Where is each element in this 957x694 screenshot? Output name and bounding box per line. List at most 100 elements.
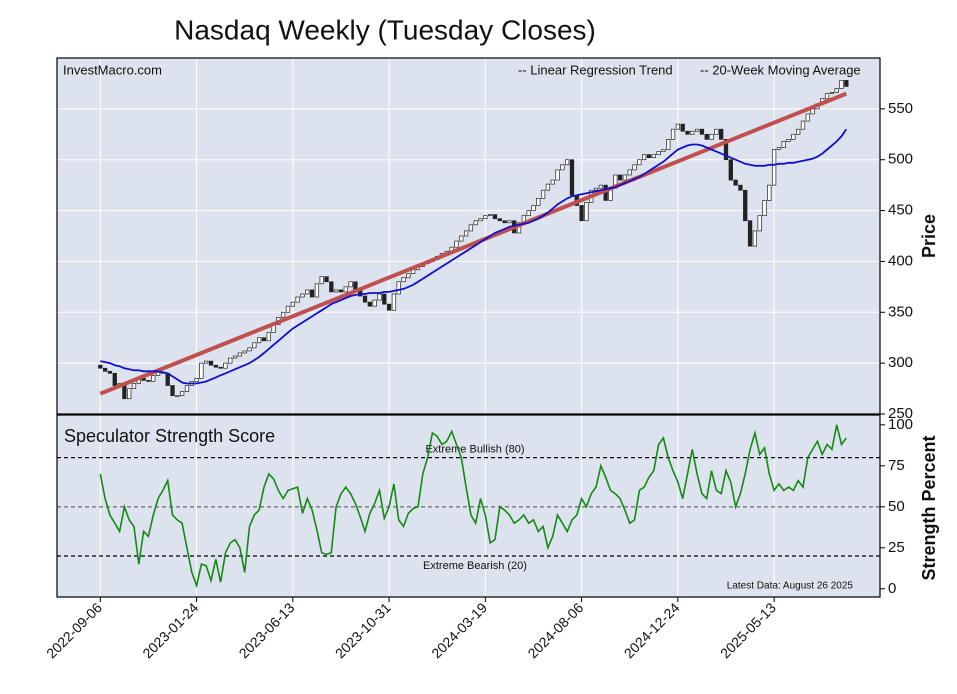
candle [824, 93, 830, 100]
candle [728, 159, 733, 181]
candle [579, 205, 584, 222]
candle [266, 332, 271, 342]
candle [179, 391, 185, 397]
x-tick-label: 2023-06-13 [236, 599, 298, 661]
candle [540, 189, 546, 199]
candle [242, 350, 247, 354]
reference-label: Extreme Bearish (20) [423, 560, 527, 572]
candle [170, 385, 175, 397]
candle [651, 154, 656, 159]
candle [646, 154, 652, 159]
candle [839, 80, 844, 89]
candle [232, 355, 238, 359]
candle [791, 133, 796, 140]
candle [666, 139, 671, 150]
candle [333, 289, 339, 293]
candle [786, 139, 791, 142]
candle [685, 130, 690, 135]
candle [199, 362, 204, 379]
x-tick-label: 2024-03-19 [428, 599, 490, 661]
y-tick-label: 450 [888, 202, 913, 219]
candle [468, 224, 474, 232]
candle [584, 202, 589, 222]
candle [675, 123, 681, 130]
candle [396, 281, 401, 295]
candle [127, 388, 132, 400]
candle [757, 215, 762, 232]
candle [184, 385, 190, 392]
candle [98, 364, 103, 369]
candle [569, 159, 575, 196]
candle [747, 220, 753, 247]
candle [112, 372, 117, 386]
candle [391, 293, 397, 311]
candle [377, 293, 382, 301]
candle [175, 395, 180, 398]
candle [290, 301, 295, 307]
y-tick-label: 75 [888, 457, 905, 474]
candle [834, 88, 839, 93]
candle [526, 210, 531, 217]
candle [324, 276, 329, 283]
candle [545, 183, 551, 191]
y-tick-label: 550 [888, 100, 913, 117]
candle [309, 289, 315, 298]
candle [285, 305, 291, 313]
line-series [99, 91, 848, 396]
candle [319, 276, 324, 285]
candle [386, 303, 392, 311]
y-tick-label: 25 [888, 539, 905, 556]
candle [382, 293, 387, 305]
source-label: InvestMacro.com [63, 62, 162, 77]
candle [102, 367, 108, 372]
candle [305, 289, 310, 295]
y-tick-label: 100 [888, 416, 913, 433]
candle [131, 383, 137, 389]
candle [247, 347, 252, 352]
candle [107, 370, 113, 374]
plot-frame [56, 414, 881, 598]
candle [228, 357, 233, 364]
candle [699, 128, 705, 135]
candle [218, 366, 223, 369]
legend-entry: -- 20-Week Moving Average [700, 62, 861, 77]
candle [752, 230, 758, 247]
x-tick-label: 2023-01-24 [139, 599, 201, 661]
candle [223, 362, 228, 369]
candle [800, 120, 806, 130]
candle [680, 123, 685, 132]
candle [617, 174, 623, 181]
candle [372, 299, 377, 307]
candle [550, 179, 555, 185]
candle [406, 273, 411, 279]
candle [593, 187, 599, 191]
candle [719, 128, 724, 140]
candle [151, 374, 156, 382]
candle [598, 184, 604, 189]
y-tick-label: 350 [888, 303, 913, 320]
reference-label: Extreme Bullish (80) [425, 444, 524, 456]
candle [555, 169, 560, 181]
candle [204, 360, 209, 364]
candle [338, 289, 344, 293]
candle [656, 151, 661, 155]
y-tick-label: 300 [888, 354, 913, 371]
legend-entry: -- Linear Regression Trend [518, 62, 673, 77]
line-series [99, 424, 847, 589]
y-tick-label: 0 [888, 580, 896, 597]
candle [314, 283, 320, 298]
candle [261, 337, 267, 342]
x-tick-label: 2023-10-31 [332, 599, 394, 661]
candle [237, 352, 243, 357]
candle [348, 281, 353, 288]
candle [565, 159, 570, 166]
candle [661, 149, 666, 152]
x-tick-label: 2024-08-06 [524, 599, 586, 661]
y-tick-label: 400 [888, 252, 913, 269]
candle [829, 92, 835, 94]
plot-frame [56, 57, 881, 415]
candle [507, 220, 512, 224]
candle [488, 214, 493, 217]
y-tick-label: 250 [888, 405, 913, 422]
